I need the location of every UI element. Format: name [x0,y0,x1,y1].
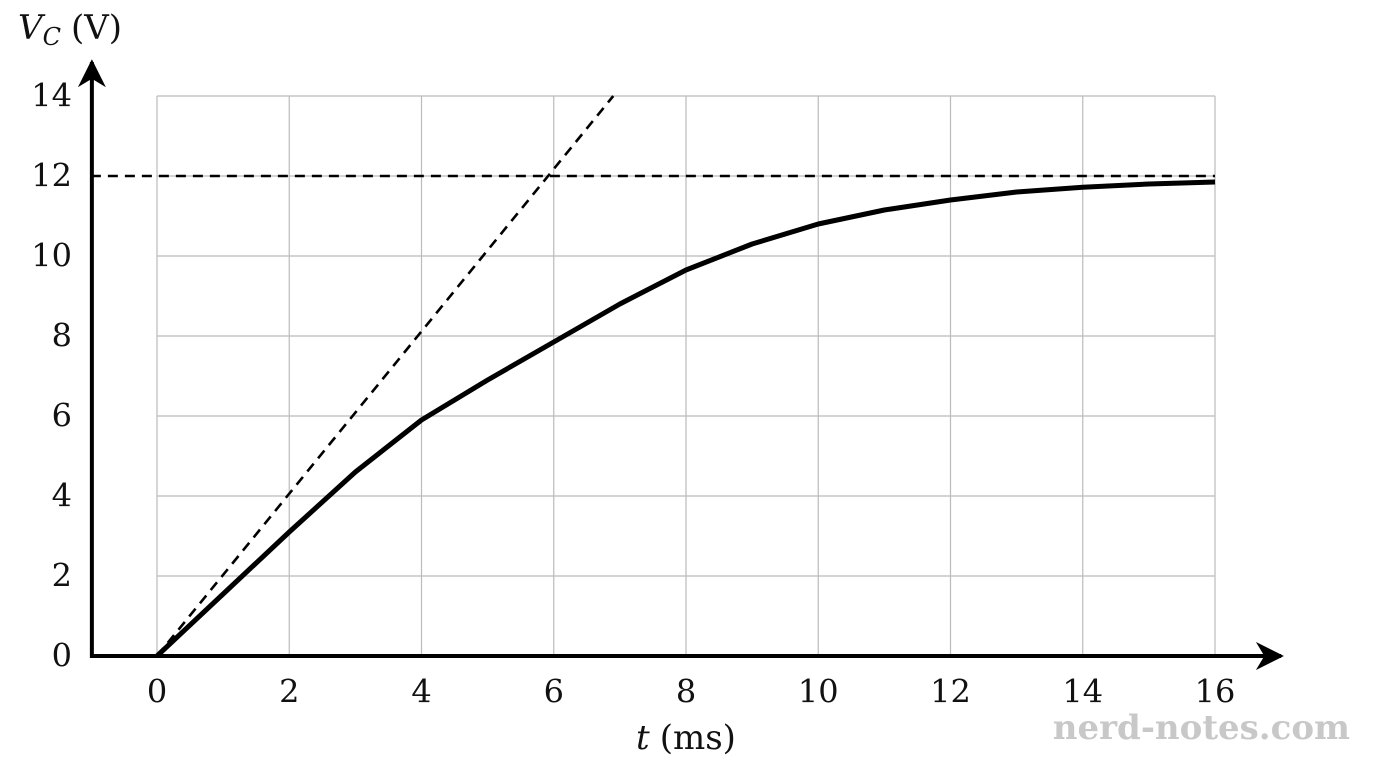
y-label-symbol: V [18,8,46,48]
y-tick-label: 4 [52,477,72,515]
x-tick-label: 16 [1195,673,1236,711]
x-tick-label: 6 [544,673,564,711]
x-tick-label: 8 [676,673,696,711]
y-label-subscript: C [43,23,61,51]
curve [155,179,1216,658]
y-tick-label: 8 [52,317,72,355]
x-tick-label: 4 [411,673,431,711]
x-label-symbol: t [636,718,650,758]
x-tick-label: 2 [279,673,299,711]
y-tick-label: 2 [52,557,72,595]
dashed-line [155,95,615,657]
x-label-unit: (ms) [660,718,736,758]
y-axis-label: VC (V) [18,8,122,51]
y-tick-label: 12 [31,157,72,195]
x-tick-label: 10 [798,673,839,711]
x-tick-label: 12 [930,673,971,711]
y-tick-label: 0 [52,637,72,675]
watermark: nerd-notes.com [1053,708,1350,748]
y-tick-label: 6 [52,397,72,435]
y-label-unit: (V) [71,8,122,48]
x-tick-label: 14 [1062,673,1103,711]
y-tick-label: 14 [31,77,72,115]
x-axis-label: t (ms) [636,718,736,758]
x-tick-label: 0 [147,673,167,711]
y-tick-label: 10 [31,237,72,275]
